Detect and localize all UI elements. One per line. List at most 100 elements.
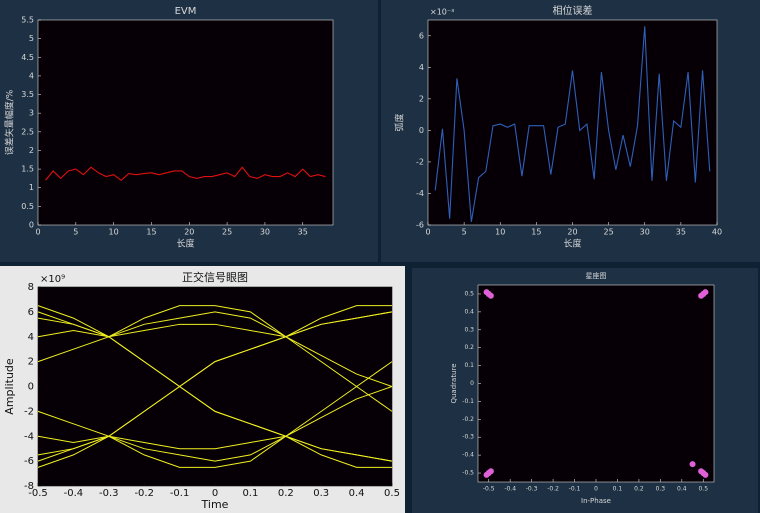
chart-title: 相位误差	[553, 4, 593, 17]
x-tick-label: -0.5	[483, 486, 495, 493]
x-tick-label: 35	[676, 228, 686, 237]
x-tick-label: 10	[495, 228, 505, 237]
x-tick-label: -0.3	[526, 486, 538, 493]
y-tick-label: 1.5	[21, 165, 34, 174]
x-tick-label: 0	[594, 486, 598, 493]
x-tick-label: 30	[640, 228, 650, 237]
x-tick-label: -0.5	[28, 488, 48, 499]
y-tick-label: 0.1	[464, 362, 474, 369]
x-tick-label: -0.1	[569, 486, 581, 493]
y-tick-label: 8	[28, 282, 34, 293]
y-exponent: ×10⁹	[40, 274, 65, 285]
data-line	[434, 26, 711, 222]
plot-area	[477, 284, 715, 483]
x-tick-label: 15	[146, 228, 156, 237]
y-tick-label: 4	[419, 63, 424, 72]
y-tick-label: 0	[470, 380, 474, 387]
x-tick-label: 20	[567, 228, 577, 237]
data-line	[45, 166, 326, 181]
x-tick-label: 35	[298, 228, 308, 237]
x-tick-label: 40	[712, 228, 722, 237]
y-tick-label: 6	[419, 31, 424, 40]
x-tick-label: 15	[531, 228, 541, 237]
x-axis-label: Time	[201, 498, 229, 511]
data-line	[37, 386, 393, 468]
x-tick-label: 0.2	[634, 486, 644, 493]
data-line	[37, 305, 393, 387]
y-tick-label: -0.1	[462, 398, 474, 405]
y-tick-label: 5.5	[21, 16, 34, 25]
x-tick-label: 0	[35, 228, 40, 237]
x-tick-label: 0.5	[698, 486, 708, 493]
x-tick-label: -0.2	[134, 488, 154, 499]
data-point	[485, 290, 492, 297]
y-tick-label: 4	[28, 332, 34, 343]
y-tick-label: 0	[28, 382, 34, 393]
y-tick-label: 4	[29, 71, 34, 80]
y-tick-label: 5	[29, 34, 34, 43]
x-axis-label: 长度	[563, 238, 581, 250]
y-tick-label: 2.5	[21, 127, 34, 136]
x-tick-label: 0.4	[677, 486, 687, 493]
x-tick-label: 0	[425, 228, 430, 237]
y-tick-label: -6	[24, 456, 34, 467]
y-tick-label: -2	[416, 157, 424, 166]
x-tick-label: 5	[462, 228, 467, 237]
x-tick-label: 5	[73, 228, 78, 237]
x-axis-label: 长度	[176, 238, 194, 250]
y-tick-label: -0.5	[462, 470, 474, 477]
chart-title: 正交信号眼图	[182, 270, 248, 284]
y-tick-label: 0.5	[21, 202, 34, 211]
y-tick-label: -0.2	[462, 416, 474, 423]
x-tick-label: -0.3	[99, 488, 119, 499]
y-tick-label: -8	[24, 481, 34, 492]
x-tick-label: 0.4	[349, 488, 365, 499]
y-tick-label: -6	[416, 221, 424, 230]
y-tick-label: 2	[419, 94, 424, 103]
x-tick-label: 25	[604, 228, 614, 237]
x-tick-label: 25	[222, 228, 232, 237]
y-axis-label: 弧度	[394, 113, 406, 131]
x-tick-label: 0	[212, 488, 218, 499]
y-tick-label: 4.5	[21, 53, 34, 62]
y-tick-label: 0.4	[464, 308, 474, 315]
data-point	[700, 290, 707, 297]
y-tick-label: 0.2	[464, 344, 474, 351]
y-tick-label: -4	[416, 189, 424, 198]
x-tick-label: -0.1	[170, 488, 190, 499]
y-axis-label: Quadrature	[450, 363, 458, 403]
x-axis-label: In-Phase	[581, 497, 611, 505]
x-tick-label: -0.4	[504, 486, 516, 493]
x-tick-label: 0.5	[384, 488, 400, 499]
data-line	[37, 305, 392, 338]
x-tick-label: -0.4	[64, 488, 84, 499]
x-tick-label: 0.3	[656, 486, 666, 493]
y-tick-label: -2	[24, 406, 34, 417]
data-point	[689, 461, 696, 468]
y-tick-label: -0.3	[462, 434, 474, 441]
x-tick-label: 30	[260, 228, 270, 237]
y-tick-label: -4	[24, 431, 34, 442]
data-line	[37, 336, 393, 437]
y-tick-label: 0	[419, 126, 424, 135]
x-tick-label: 0.2	[278, 488, 294, 499]
x-tick-label: 0.3	[313, 488, 329, 499]
data-line	[37, 435, 392, 468]
plot-area	[37, 286, 393, 487]
data-point	[700, 470, 707, 477]
chart-title: EVM	[175, 6, 197, 17]
y-tick-label: 3	[29, 109, 34, 118]
chart-title: 星座图	[586, 271, 607, 280]
data-line	[37, 336, 393, 437]
y-tick-label: 1	[29, 183, 34, 192]
y-tick-label: 2	[28, 357, 34, 368]
x-tick-label: 10	[109, 228, 119, 237]
y-tick-label: 0.3	[464, 326, 474, 333]
x-tick-label: 0.1	[242, 488, 258, 499]
data-point	[485, 470, 492, 477]
y-axis-label: Amplitude	[3, 358, 16, 415]
x-tick-label: 0.1	[613, 486, 623, 493]
y-tick-label: 0	[29, 221, 34, 230]
plot-area	[37, 19, 334, 226]
